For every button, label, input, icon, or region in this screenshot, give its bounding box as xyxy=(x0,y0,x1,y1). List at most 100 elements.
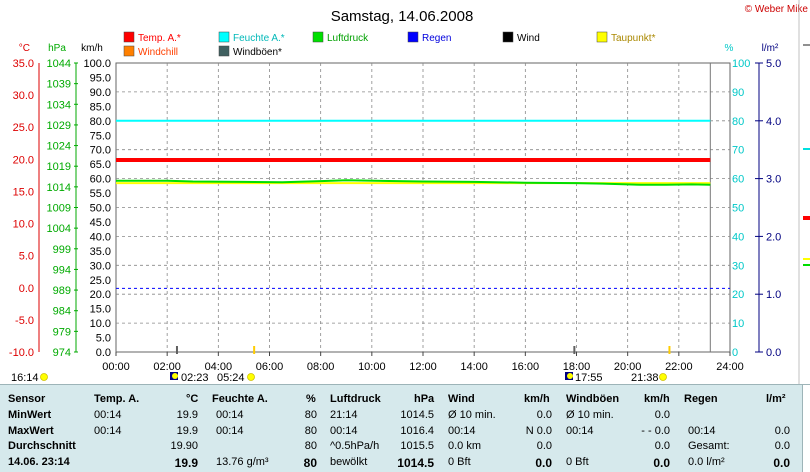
chart-legend: Temp. A.* Feuchte A.* Luftdruck Regen Wind Ta… xyxy=(123,31,656,58)
temp-axis-tick: 10.0 xyxy=(13,219,34,231)
chart-series xyxy=(116,119,730,289)
pressure-axis-tick: 1029 xyxy=(47,120,71,132)
humidity-axis-tick: 60 xyxy=(732,174,744,186)
table-cell-press-t: 00:14 xyxy=(330,424,358,437)
temp-axis-tick: 30.0 xyxy=(13,90,34,102)
table-cell-wind-v: N 0.0 xyxy=(525,424,552,437)
pressure-axis-tick: 989 xyxy=(53,285,71,297)
header-pressure: Luftdruck xyxy=(330,393,381,405)
humidity-axis-tick: 100 xyxy=(732,58,750,70)
header-temp-unit: °C xyxy=(186,393,199,405)
wind-axis-tick: 25.0 xyxy=(90,275,111,287)
pressure-axis-unit: hPa xyxy=(48,43,66,54)
legend-label: Taupunkt* xyxy=(611,33,656,44)
table-cell-temp-v: 19.9 xyxy=(176,409,198,421)
table-cell-label: MaxWert xyxy=(8,424,54,437)
table-cell-press-v: 1014.5 xyxy=(400,409,434,421)
rain-axis-tick: 3.0 xyxy=(766,174,781,186)
wind-axis-tick: 85.0 xyxy=(90,101,111,113)
header-temp: Temp. A. xyxy=(94,393,140,405)
wind-axis-unit: km/h xyxy=(81,43,103,54)
pressure-axis-tick: 979 xyxy=(53,326,71,338)
header-humidity-unit: % xyxy=(306,393,316,405)
wind-axis-tick: 60.0 xyxy=(90,174,111,186)
humidity-axis-tick: 90 xyxy=(732,87,744,99)
wind-axis-tick: 15.0 xyxy=(90,304,111,316)
copyright-label: © Weber Mike xyxy=(745,4,809,15)
pressure-axis-tick: 994 xyxy=(53,264,71,276)
table-cell-temp-v: 19.90 xyxy=(170,440,198,452)
sun-icon xyxy=(40,373,48,381)
x-tick-label: 04:00 xyxy=(205,361,233,373)
wind-axis-tick: 75.0 xyxy=(90,130,111,142)
x-tick-label: 20:00 xyxy=(614,361,642,373)
table-cell-wind-v: 0.0 xyxy=(535,455,552,470)
series-line xyxy=(116,179,711,186)
moonset-label: 17:55 xyxy=(575,372,603,384)
x-tick-label: 10:00 xyxy=(358,361,386,373)
pressure-axis-tick: 974 xyxy=(53,347,71,359)
moon-icon xyxy=(172,373,178,379)
x-tick-label: 24:00 xyxy=(716,361,744,373)
table-cell-temp-t: 00:14 xyxy=(94,424,122,437)
wind-axis-tick: 40.0 xyxy=(90,231,111,243)
humidity-axis-tick: 10 xyxy=(732,318,744,330)
legend-label: Windchill xyxy=(138,47,178,58)
x-tick-label: 00:00 xyxy=(102,361,130,373)
pressure-axis-tick: 1024 xyxy=(47,141,71,153)
table-cell-label: MinWert xyxy=(8,409,52,421)
header-gust: Windböen xyxy=(566,393,620,405)
weather-chart: Samstag, 14.06.2008 © Weber Mike Temp. A… xyxy=(8,0,810,384)
table-cell-gust-t: 0 Bft xyxy=(566,455,589,468)
temp-axis-tick: -5.0 xyxy=(15,315,34,327)
table-cell-wind-t: 0.0 km xyxy=(448,440,482,452)
pressure-axis-tick: 999 xyxy=(53,244,71,256)
rain-axis-tick: 2.0 xyxy=(766,231,781,243)
temp-axis-tick: 25.0 xyxy=(13,122,34,134)
temp-axis-tick: 0.0 xyxy=(19,283,34,295)
humidity-axis-tick: 80 xyxy=(732,116,744,128)
header-wind: Wind xyxy=(448,393,475,405)
header-wind-unit: km/h xyxy=(524,393,550,405)
wind-axis-tick: 90.0 xyxy=(90,87,111,99)
table-cell-press-v: 1015.5 xyxy=(400,440,434,452)
legend-swatch xyxy=(218,45,230,57)
pressure-axis-tick: 1004 xyxy=(47,223,71,235)
table-cell-rain-t: 0.0 l/m² xyxy=(688,455,725,468)
sun-icon xyxy=(659,373,667,381)
table-cell-rain-v: 0.0 xyxy=(773,455,790,470)
wind-axis-tick: 100.0 xyxy=(83,58,111,70)
humidity-axis-tick: 20 xyxy=(732,289,744,301)
table-cell-press-t: 21:14 xyxy=(330,409,358,421)
axes: 35.0 30.0 25.0 20.0 15.0 10.0 5.0 0.0 -5.0 -10.0 1… xyxy=(9,58,781,359)
x-tick-label: 16:00 xyxy=(512,361,540,373)
humidity-axis-tick: 30 xyxy=(732,260,744,272)
legend-swatch xyxy=(407,31,419,43)
pressure-axis-tick: 1044 xyxy=(47,58,71,70)
table-cell-gust-v: - - 0.0 xyxy=(641,424,670,437)
table-cell-rain-t: 00:14 xyxy=(688,424,716,437)
edge-top-marker xyxy=(803,44,810,46)
table-cell-rain-v: 0.0 xyxy=(774,424,790,437)
rain-axis-tick: 5.0 xyxy=(766,58,781,70)
table-cell-hum-v: 80 xyxy=(303,455,317,470)
table-cell-gust-t: 00:14 xyxy=(566,424,594,437)
wind-axis-tick: 5.0 xyxy=(96,333,111,345)
temp-axis-tick: 5.0 xyxy=(19,251,34,263)
wind-axis-tick: 30.0 xyxy=(90,260,111,272)
temp-axis-tick: 15.0 xyxy=(13,186,34,198)
pressure-axis-tick: 1039 xyxy=(47,79,71,91)
pressure-axis-tick: 984 xyxy=(53,306,71,318)
table-cell-gust-t: Ø 10 min. xyxy=(566,409,614,421)
table-cell-hum-v: 80 xyxy=(304,409,317,421)
moonrise-label: 02:23 xyxy=(181,372,209,384)
pressure-axis-tick: 1034 xyxy=(47,99,71,111)
header-sensor: Sensor xyxy=(8,393,46,405)
x-tick-label: 12:00 xyxy=(409,361,437,373)
wind-axis-tick: 65.0 xyxy=(90,159,111,171)
wind-axis-tick: 70.0 xyxy=(90,145,111,157)
table-cell-wind-t: 0 Bft xyxy=(448,455,471,468)
wind-axis-tick: 50.0 xyxy=(90,203,111,215)
wind-axis-tick: 95.0 xyxy=(90,72,111,84)
humidity-axis-tick: 0 xyxy=(732,347,738,359)
